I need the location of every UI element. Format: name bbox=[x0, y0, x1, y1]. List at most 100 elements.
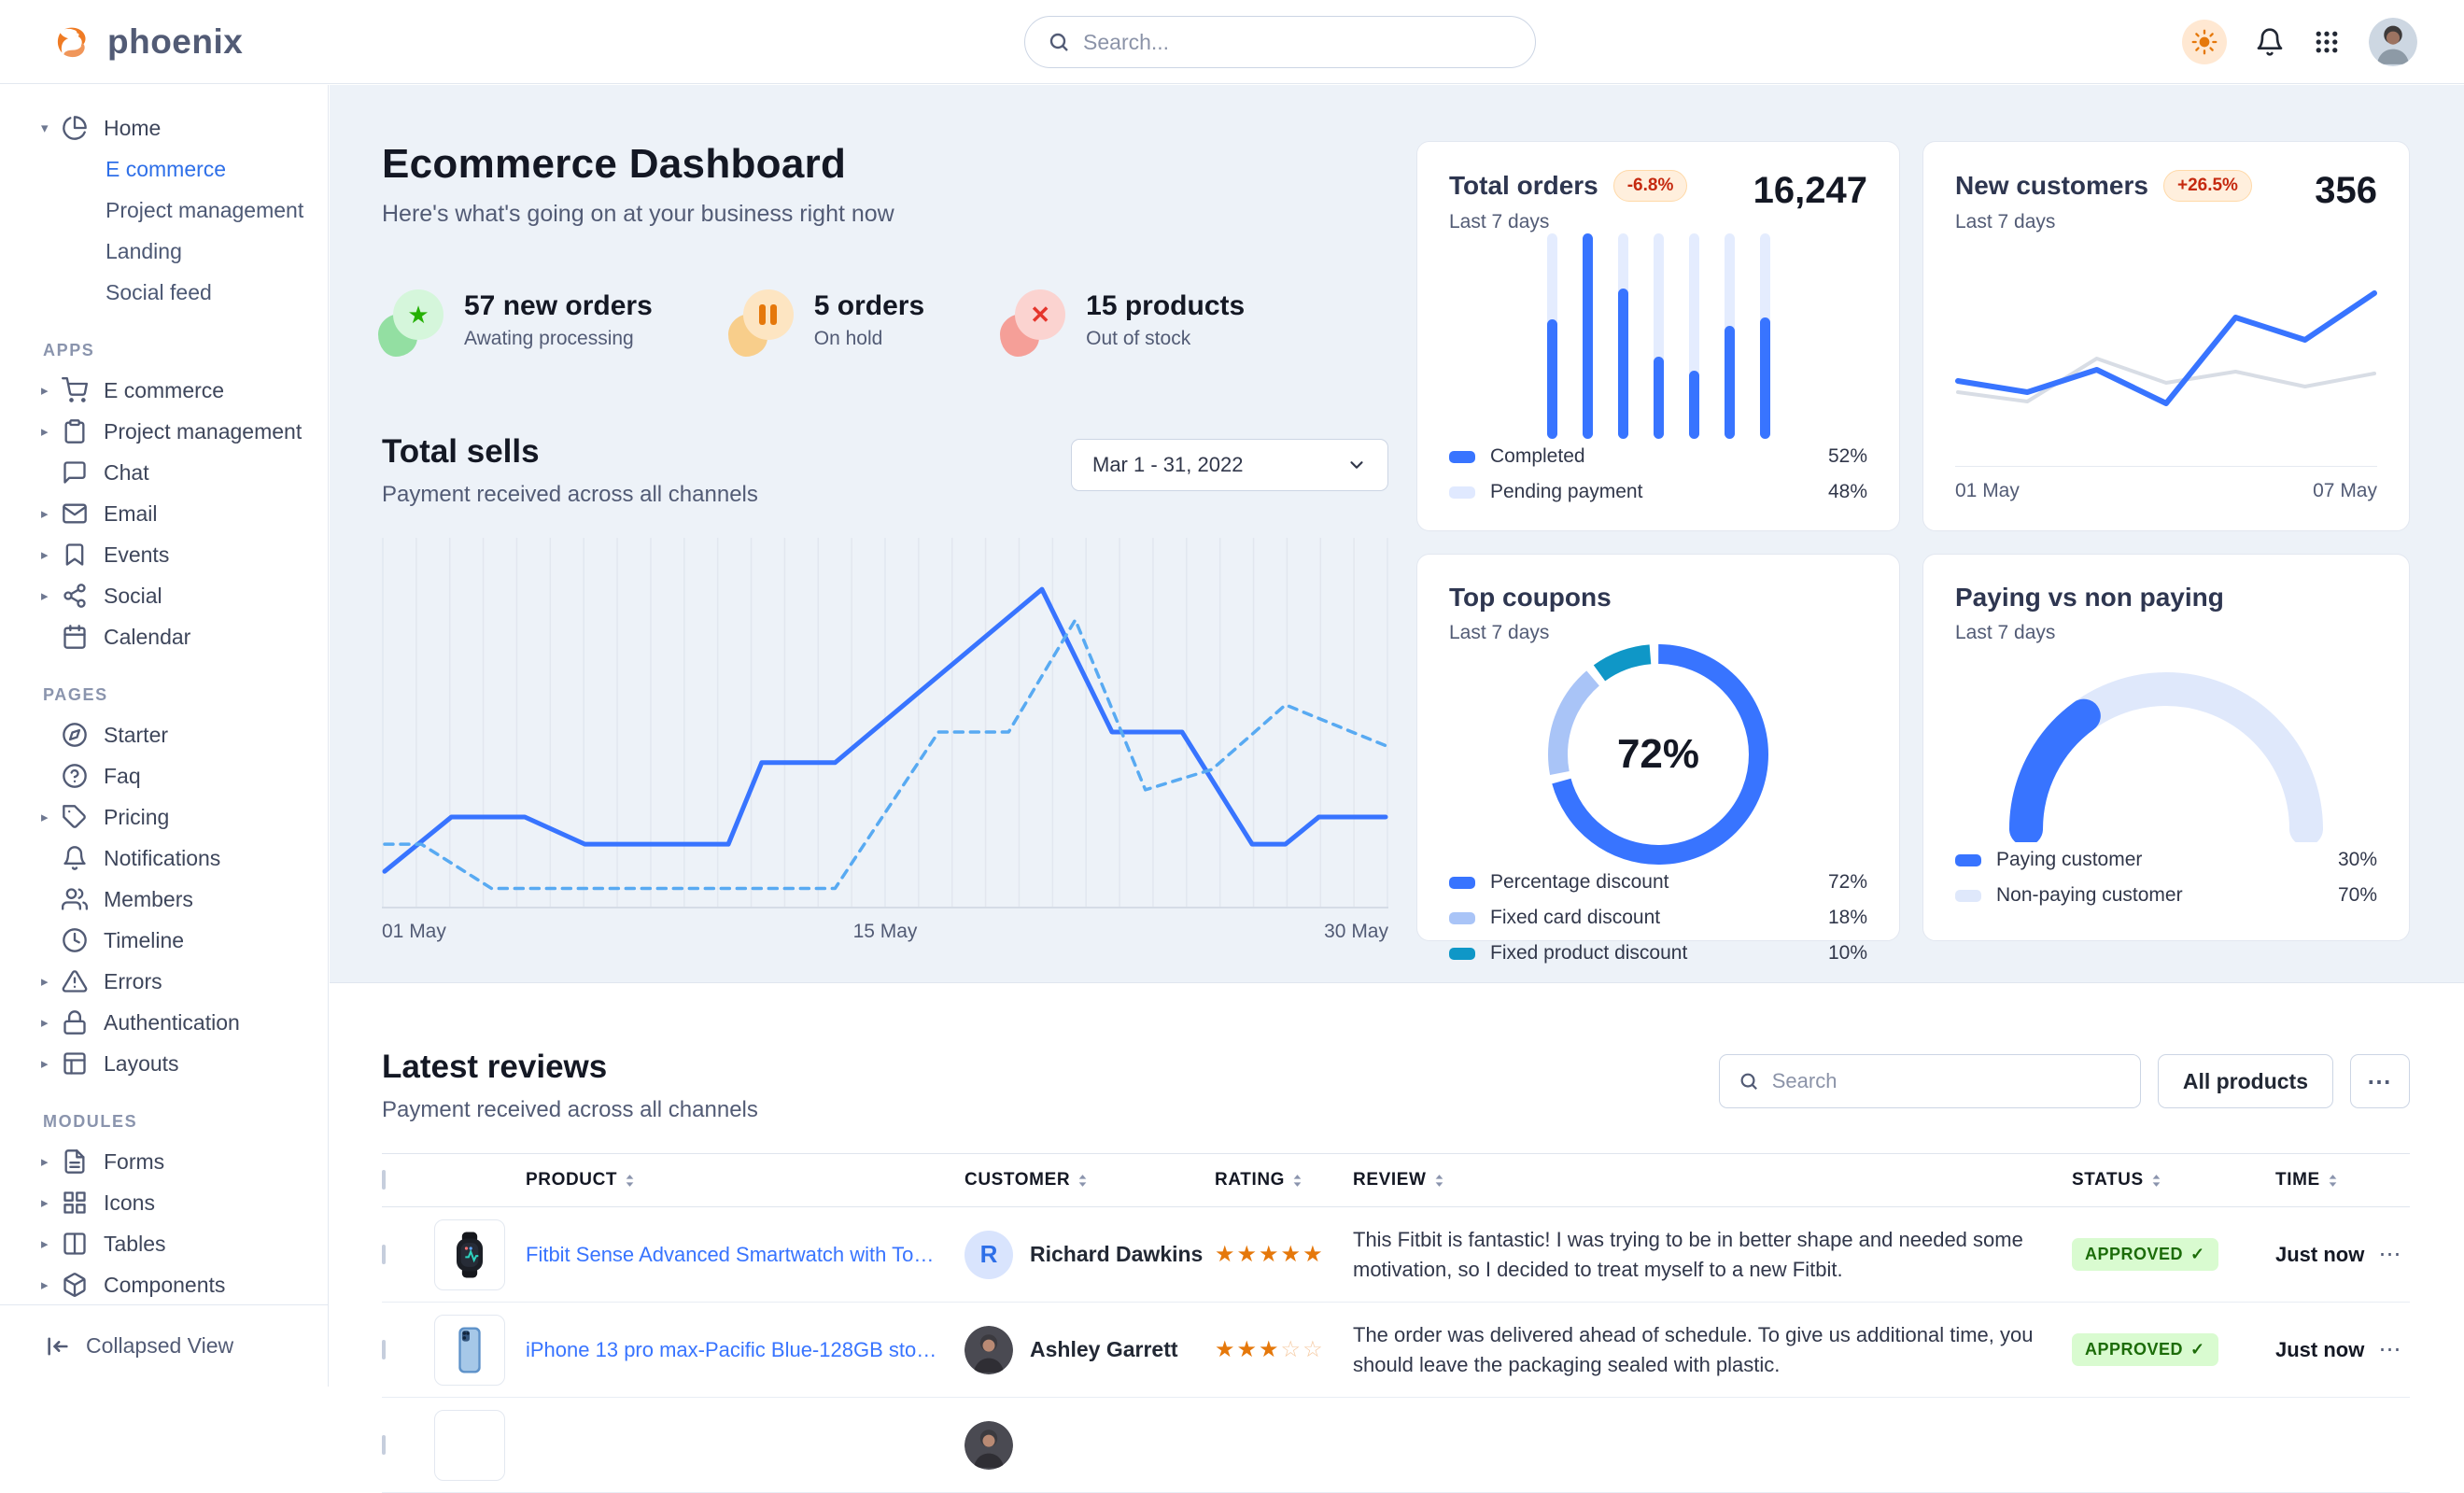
sidebar-item-social[interactable]: ▸ Social bbox=[0, 575, 328, 616]
sidebar-item-chat[interactable]: Chat bbox=[0, 452, 328, 493]
order-bar bbox=[1546, 233, 1557, 439]
status-badge: APPROVED ✓ bbox=[2072, 1333, 2218, 1366]
avatar-image bbox=[2369, 17, 2417, 66]
product-image[interactable] bbox=[434, 1218, 505, 1290]
row-checkbox[interactable] bbox=[382, 1244, 386, 1264]
new-customers-card: New customers +26.5% Last 7 days 356 01 … bbox=[1922, 141, 2410, 531]
card-title: Paying vs non paying bbox=[1955, 583, 2224, 612]
card-period: Last 7 days bbox=[1955, 622, 2056, 643]
column-header-status[interactable]: STATUS bbox=[2072, 1170, 2275, 1190]
row-more-button[interactable]: ⋯ bbox=[2378, 1337, 2401, 1362]
legend-item-pending-payment: Pending payment 48% bbox=[1449, 474, 1867, 510]
pause-icon bbox=[727, 289, 794, 357]
global-search[interactable] bbox=[1024, 16, 1536, 68]
top-coupons-card: Top coupons Last 7 days 72% Percentage d… bbox=[1416, 554, 1900, 964]
product-link[interactable]: iPhone 13 pro max-Pacific Blue-128GB sto… bbox=[526, 1337, 958, 1361]
legend-swatch bbox=[1449, 911, 1475, 924]
sidebar-subitem-social-feed[interactable]: Social feed bbox=[106, 279, 212, 304]
sidebar-item-errors[interactable]: ▸ Errors bbox=[0, 961, 328, 1002]
column-header-review[interactable]: REVIEW bbox=[1353, 1170, 2072, 1190]
column-header-time[interactable]: TIME bbox=[2275, 1170, 2369, 1190]
sidebar-item-tables[interactable]: ▸ Tables bbox=[0, 1223, 328, 1264]
sidebar-item-home[interactable]: ▾ Home bbox=[0, 107, 328, 148]
sidebar-item-members[interactable]: Members bbox=[0, 879, 328, 920]
sidebar-section-label-apps: APPS bbox=[43, 341, 95, 359]
caret-right-icon: ▸ bbox=[41, 588, 49, 604]
notifications-button[interactable] bbox=[2255, 27, 2285, 57]
total-orders-bar-chart bbox=[1546, 233, 1770, 439]
sidebar-item-icons[interactable]: ▸ Icons bbox=[0, 1182, 328, 1223]
search-input[interactable] bbox=[1083, 29, 1513, 55]
brand-logo[interactable]: phoenix bbox=[51, 21, 243, 63]
apps-menu-button[interactable] bbox=[2313, 28, 2341, 56]
row-more-button[interactable]: ⋯ bbox=[2378, 1242, 2401, 1267]
row-checkbox[interactable] bbox=[382, 1339, 386, 1359]
sidebar-subitem-landing[interactable]: Landing bbox=[106, 238, 182, 263]
legend-item-paying-customer: Paying customer 30% bbox=[1955, 842, 2377, 878]
sidebar-item-faq[interactable]: Faq bbox=[0, 755, 328, 796]
reviews-search-input[interactable] bbox=[1771, 1069, 2121, 1093]
box-icon bbox=[62, 1271, 90, 1299]
tag-icon bbox=[62, 803, 90, 831]
review-time: Just now bbox=[2275, 1337, 2365, 1361]
sidebar-item-project-management[interactable]: ▸ Project management bbox=[0, 411, 328, 452]
sort-icon bbox=[1077, 1174, 1088, 1188]
clipboard-icon bbox=[62, 417, 90, 445]
user-avatar[interactable] bbox=[2369, 17, 2417, 66]
card-period: Last 7 days bbox=[1449, 211, 1550, 232]
sidebar-item-pricing[interactable]: ▸ Pricing bbox=[0, 796, 328, 838]
collapse-sidebar-button[interactable]: Collapsed View bbox=[0, 1304, 328, 1387]
caret-right-icon: ▸ bbox=[41, 383, 49, 399]
sidebar-item-events[interactable]: ▸ Events bbox=[0, 534, 328, 575]
sidebar-item-layouts[interactable]: ▸ Layouts bbox=[0, 1043, 328, 1084]
sidebar-item-notifications[interactable]: Notifications bbox=[0, 838, 328, 879]
legend-swatch bbox=[1449, 876, 1475, 889]
date-range-select[interactable]: Mar 1 - 31, 2022 bbox=[1071, 439, 1388, 491]
sidebar-item-components[interactable]: ▸ Components bbox=[0, 1264, 328, 1304]
sidebar-subitem-e-commerce[interactable]: E commerce bbox=[106, 156, 227, 181]
search-icon bbox=[1740, 1073, 1757, 1090]
row-checkbox[interactable] bbox=[382, 1434, 386, 1455]
sidebar-subitem-project-management[interactable]: Project management bbox=[106, 197, 304, 222]
theme-toggle-button[interactable] bbox=[2182, 19, 2227, 64]
card-title: Total orders bbox=[1449, 171, 1598, 200]
sidebar-section-label-modules: MODULES bbox=[43, 1112, 138, 1131]
product-link[interactable]: Fitbit Sense Advanced Smartwatch with To… bbox=[526, 1242, 964, 1266]
card-period: Last 7 days bbox=[1449, 622, 1550, 643]
rating-stars: ★★★★★ bbox=[1215, 1242, 1325, 1267]
more-options-button[interactable]: ⋯ bbox=[2350, 1054, 2410, 1108]
product-image[interactable] bbox=[434, 1409, 505, 1481]
sidebar-item-forms[interactable]: ▸ Forms bbox=[0, 1141, 328, 1182]
product-image[interactable] bbox=[434, 1314, 505, 1386]
sidebar-item-timeline[interactable]: Timeline bbox=[0, 920, 328, 961]
sidebar-item-email[interactable]: ▸ Email bbox=[0, 493, 328, 534]
all-products-button[interactable]: All products bbox=[2157, 1054, 2333, 1108]
latest-reviews-section: Latest reviews Payment received across a… bbox=[330, 983, 2464, 1493]
sidebar-item-e-commerce[interactable]: ▸ E commerce bbox=[0, 370, 328, 411]
order-bar bbox=[1688, 233, 1699, 439]
table-row: Fitbit Sense Advanced Smartwatch with To… bbox=[382, 1207, 2410, 1303]
column-header-product[interactable]: PRODUCT bbox=[526, 1170, 964, 1190]
order-bar bbox=[1582, 233, 1593, 439]
date-range-value: Mar 1 - 31, 2022 bbox=[1092, 453, 1244, 476]
sidebar-item-authentication[interactable]: ▸ Authentication bbox=[0, 1002, 328, 1043]
order-bar bbox=[1724, 233, 1735, 439]
paying-gauge-chart bbox=[1979, 644, 2353, 842]
brand-name: phoenix bbox=[107, 21, 244, 61]
total-sells-subtitle: Payment received across all channels bbox=[382, 482, 758, 507]
reviews-search[interactable] bbox=[1718, 1054, 2141, 1108]
avatar bbox=[964, 1420, 1013, 1470]
column-header-rating[interactable]: RATING bbox=[1215, 1170, 1353, 1190]
sort-icon bbox=[1434, 1174, 1444, 1188]
table-row: iPhone 13 pro max-Pacific Blue-128GB sto… bbox=[382, 1303, 2410, 1398]
column-header-customer[interactable]: CUSTOMER bbox=[964, 1170, 1215, 1190]
stat-57-new-orders: ★ 57 new orders Awating processing bbox=[378, 289, 653, 357]
sidebar-section-label-pages: PAGES bbox=[43, 685, 108, 704]
select-all-checkbox[interactable] bbox=[382, 1170, 386, 1190]
total-orders-legend: Completed 52% Pending payment 48% bbox=[1449, 439, 1867, 510]
review-time: Just now bbox=[2275, 1242, 2365, 1266]
sidebar-item-starter[interactable]: Starter bbox=[0, 714, 328, 755]
total-sells-title: Total sells bbox=[382, 433, 540, 470]
caret-right-icon: ▸ bbox=[41, 424, 49, 440]
sidebar-item-calendar[interactable]: Calendar bbox=[0, 616, 328, 657]
